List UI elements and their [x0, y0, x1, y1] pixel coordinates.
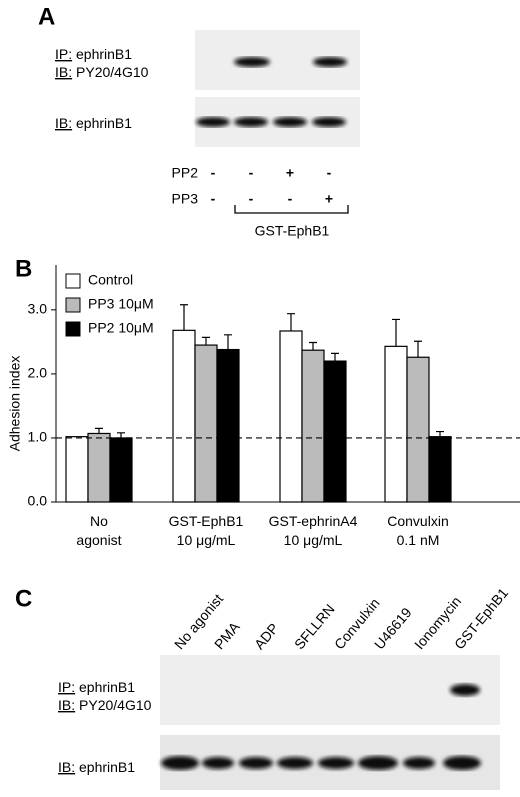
blot-label: IB: PY20/4G10 [58, 697, 152, 713]
row-label: PP2 [172, 165, 199, 181]
label-text: ephrinB1 [76, 46, 132, 62]
error-bar [202, 336, 210, 346]
lane-label: GST-EphB1 [451, 585, 511, 653]
error-bar [392, 318, 400, 347]
error-bar [95, 427, 103, 434]
error-bar [331, 352, 339, 362]
error-bar [287, 313, 295, 331]
label-prefix: IP: [55, 46, 72, 62]
label-line: 0.1 nM [397, 532, 440, 548]
bar [428, 436, 452, 503]
sign: - [211, 165, 216, 181]
bar [65, 436, 89, 503]
blot [160, 655, 500, 725]
label-text: PY20/4G10 [76, 64, 149, 80]
label-text: PY20/4G10 [79, 697, 152, 713]
label-line: GST-ephrinA4 [269, 513, 358, 529]
bracket [234, 205, 349, 214]
y-tick-label: 0.0 [28, 493, 48, 509]
label-text: ephrinB1 [79, 679, 135, 695]
label-prefix: IB: [55, 64, 72, 80]
sign: - [249, 191, 254, 207]
panel-label: A [38, 3, 55, 30]
sign: + [325, 191, 333, 207]
panel-label: C [15, 585, 32, 612]
x-tick-label: GST-EphB1 10 μg/mL [169, 513, 244, 548]
lane-label: U46619 [371, 604, 415, 652]
band [313, 57, 347, 67]
bar [301, 349, 325, 503]
error-bar [180, 304, 188, 331]
label-text: ephrinB1 [79, 759, 135, 775]
bar [172, 329, 196, 503]
bar [216, 348, 240, 503]
label-line: 10 μg/mL [284, 532, 343, 548]
error-bar [436, 430, 444, 437]
sign: - [288, 191, 293, 207]
label-prefix: IP: [58, 679, 75, 695]
x-tick-label: GST-ephrinA4 10 μg/mL [269, 513, 358, 548]
label-prefix: IB: [58, 697, 75, 713]
bar [279, 330, 303, 503]
legend-swatch [65, 321, 81, 337]
blot-label: IP: ephrinB1 [58, 679, 135, 695]
band [450, 684, 480, 696]
legend-swatch [65, 297, 81, 313]
sign: - [249, 165, 254, 181]
y-tick-label: 1.0 [28, 429, 48, 445]
label-line: Convulxin [387, 513, 448, 529]
sign: - [327, 165, 332, 181]
bar [87, 432, 111, 503]
label-line: 10 μg/mL [177, 532, 236, 548]
label-text: ephrinB1 [76, 115, 132, 131]
blot-label: IB: ephrinB1 [55, 115, 132, 131]
y-tick-label: 2.0 [28, 365, 48, 381]
label-prefix: IB: [58, 759, 75, 775]
y-axis-label: Adhesion index [7, 356, 23, 452]
error-bar [117, 432, 125, 438]
label-line: GST-EphB1 [169, 513, 244, 529]
bracket-label: GST-EphB1 [255, 223, 330, 239]
row-label: PP3 [172, 191, 199, 207]
lane-label: SFLLRN [291, 601, 338, 652]
blot-label: IB: PY20/4G10 [55, 64, 149, 80]
error-bar [224, 334, 232, 350]
lane-label: PMA [211, 618, 243, 652]
band [234, 57, 270, 67]
blot-label: IP: ephrinB1 [55, 46, 132, 62]
bar [323, 360, 347, 503]
bar [109, 437, 133, 503]
error-bar [414, 340, 422, 358]
legend-label: PP3 10μM [88, 296, 154, 312]
label-prefix: IB: [55, 115, 72, 131]
bar [194, 344, 218, 503]
legend-label: PP2 10μM [88, 320, 154, 336]
x-tick-label: Convulxin 0.1 nM [387, 513, 448, 548]
blot-label: IB: ephrinB1 [58, 759, 135, 775]
sign: + [286, 165, 294, 181]
bands [161, 756, 481, 770]
label-line: No [90, 513, 108, 529]
sign: - [211, 191, 216, 207]
bands [196, 117, 346, 127]
legend-swatch [65, 273, 81, 289]
error-bar [309, 341, 317, 351]
x-tick-label: No agonist [76, 513, 121, 548]
panel-label: B [15, 255, 32, 282]
legend-label: Control [88, 272, 133, 288]
lane-label: ADP [251, 620, 282, 652]
y-tick-label: 3.0 [28, 301, 48, 317]
bar [406, 356, 430, 503]
label-line: agonist [76, 532, 121, 548]
bar [384, 345, 408, 503]
